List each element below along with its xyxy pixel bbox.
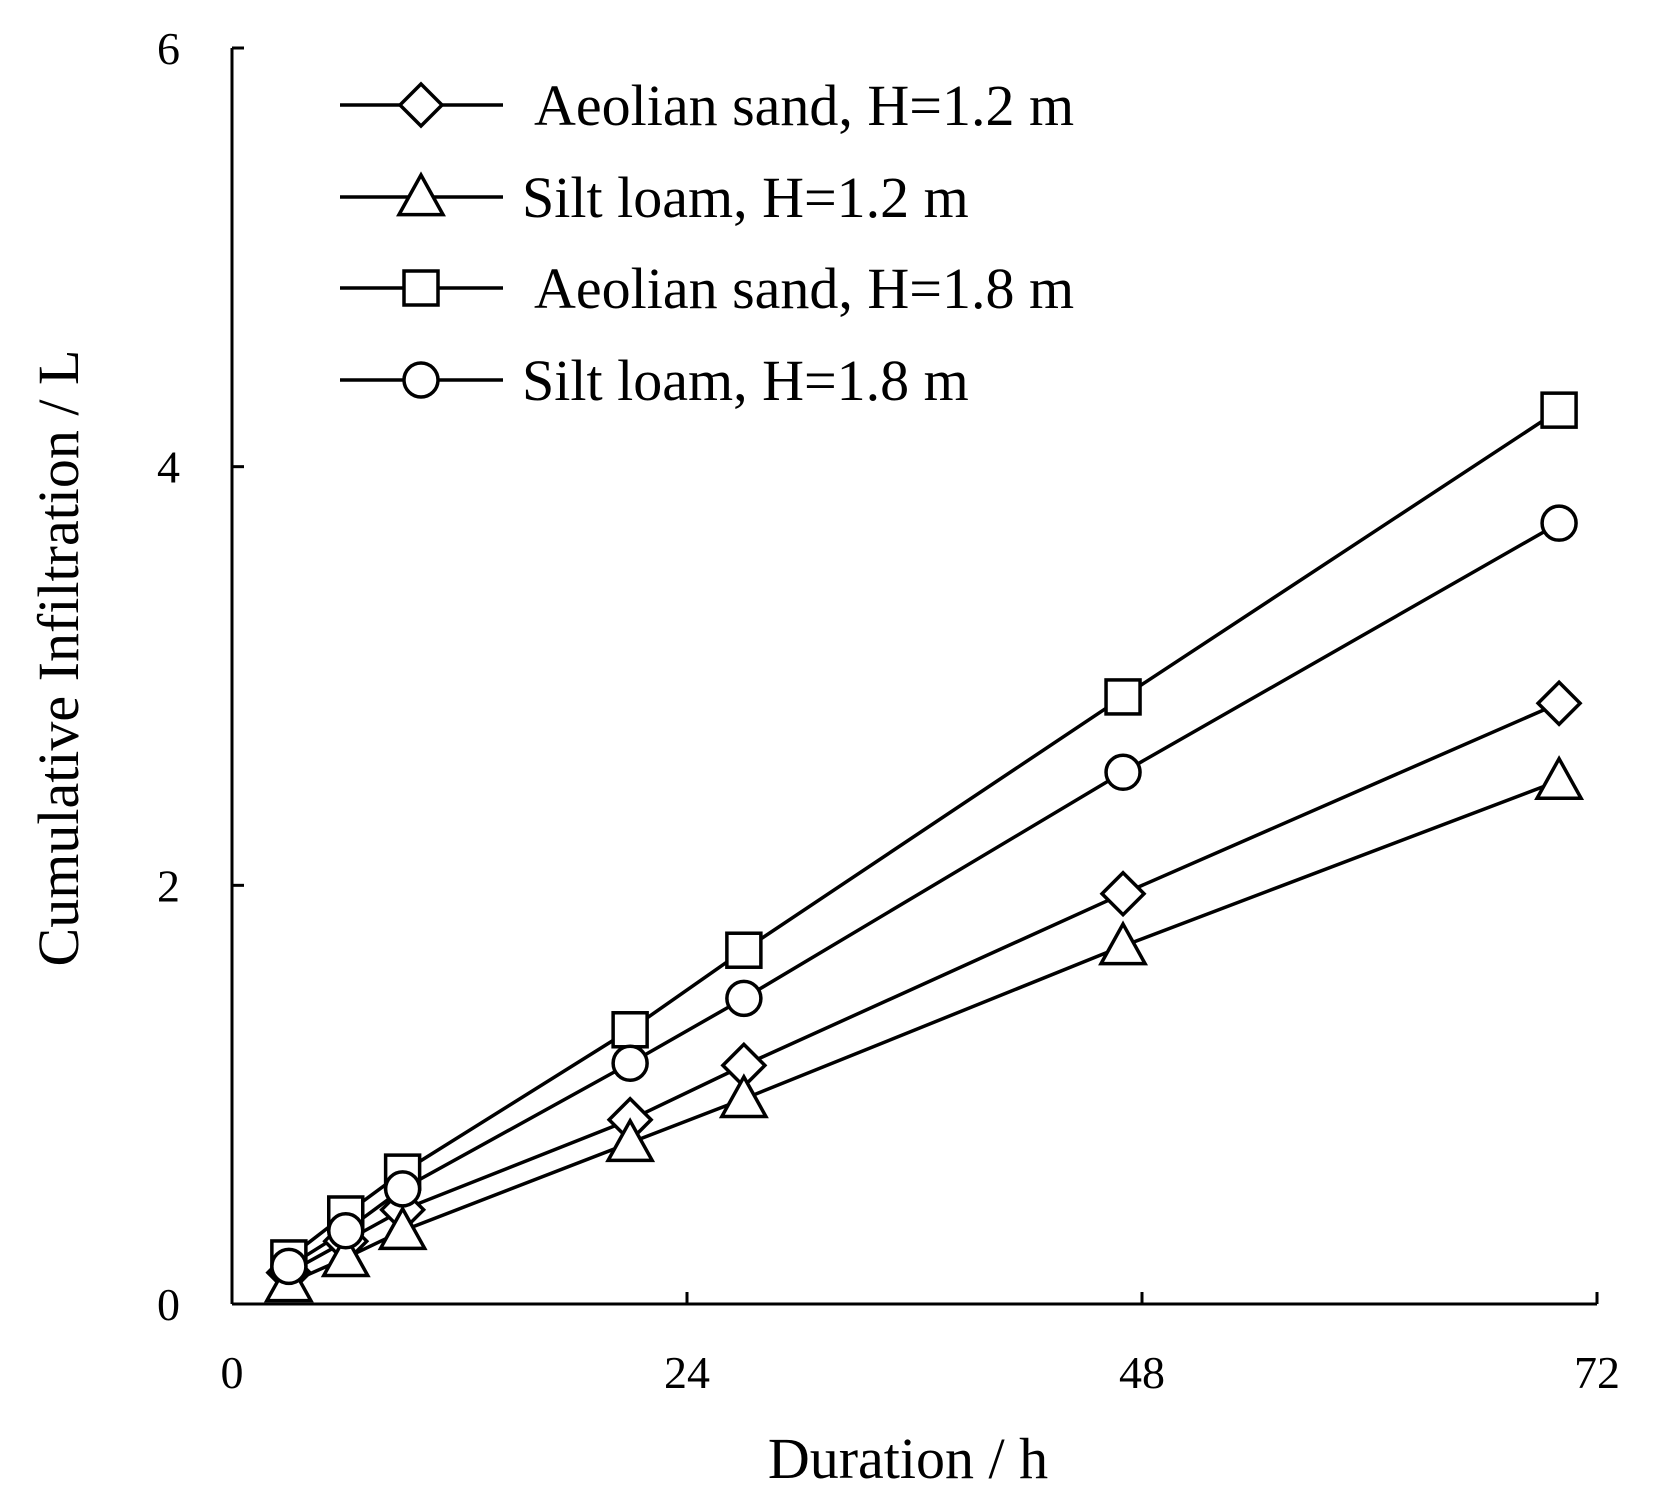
series-line-circle <box>287 521 1560 1268</box>
legend-marker-square <box>402 269 440 307</box>
legend-marker-triangle <box>396 171 446 217</box>
x-axis-title: Duration / h <box>768 1426 1048 1491</box>
data-point-triangle <box>320 1232 371 1278</box>
data-point-circle <box>383 1170 422 1208</box>
data-point-square <box>611 1011 649 1049</box>
series-line-triangle <box>288 779 1560 1285</box>
y-tick-label: 2 <box>157 860 180 911</box>
series-line-diamond <box>288 701 1560 1275</box>
legend-label: Aeolian sand, H=1.2 m <box>534 73 1074 138</box>
data-point-circle <box>725 979 763 1018</box>
data-point-circle <box>270 1247 308 1286</box>
y-tick-label: 0 <box>157 1279 180 1330</box>
data-point-diamond <box>1099 870 1147 918</box>
y-axis-title: Cumulative Infiltration / L <box>26 350 91 967</box>
data-point-triangle <box>377 1205 428 1251</box>
data-point-circle <box>1540 504 1578 542</box>
legend-label: Silt loam, H=1.2 m <box>522 165 969 230</box>
legend: Aeolian sand, H=1.2 m Silt loam, H=1.2 m A… <box>340 73 1074 413</box>
data-point-triangle <box>605 1117 656 1163</box>
data-point-triangle <box>1534 755 1585 801</box>
data-point-diamond <box>1535 679 1583 727</box>
legend-marker-circle <box>402 361 440 399</box>
series-markers <box>263 391 1585 1303</box>
y-tick-label: 6 <box>157 23 180 74</box>
data-point-circle <box>327 1211 365 1250</box>
legend-label: Aeolian sand, H=1.8 m <box>534 256 1074 321</box>
legend-marker-diamond <box>397 81 445 129</box>
data-point-triangle <box>718 1073 769 1119</box>
x-tick-label: 72 <box>1574 1347 1620 1398</box>
x-tick-label: 24 <box>664 1347 710 1398</box>
legend-label: Silt loam, H=1.8 m <box>522 348 969 413</box>
data-point-circle <box>611 1044 649 1083</box>
x-tick-label: 48 <box>1119 1347 1165 1398</box>
data-point-square <box>1104 678 1142 716</box>
data-point-triangle <box>1098 920 1149 966</box>
series-line-square <box>287 408 1561 1260</box>
data-point-square <box>1540 391 1578 429</box>
x-tick-label: 0 <box>221 1347 244 1398</box>
y-tick-label: 4 <box>157 442 180 493</box>
data-point-circle <box>1104 753 1142 792</box>
series-lines <box>287 408 1561 1285</box>
data-point-square <box>725 931 763 969</box>
